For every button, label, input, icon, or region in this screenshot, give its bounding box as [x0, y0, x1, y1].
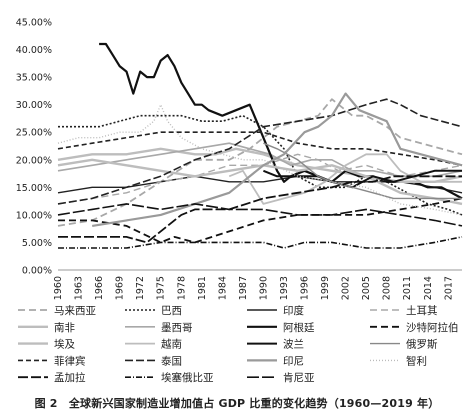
x-tick-label: 1990	[258, 276, 269, 300]
legend-label: 土耳其	[406, 304, 438, 317]
x-tick-label: 1993	[279, 276, 290, 300]
series-line	[57, 203, 463, 227]
series-line	[57, 98, 463, 227]
x-tick-label: 1999	[320, 276, 331, 300]
y-tick-label: 40.00%	[16, 45, 52, 56]
x-tick-label: 1975	[156, 276, 167, 300]
y-tick-label: 15.00%	[16, 183, 52, 194]
legend-label: 南非	[54, 321, 75, 334]
x-tick-label: 2017	[443, 276, 454, 300]
series-line	[228, 153, 462, 205]
legend-label: 智利	[406, 354, 427, 367]
y-tick-label: 5.00%	[22, 238, 52, 249]
y-tick-label: 35.00%	[16, 73, 52, 84]
legend-label: 巴西	[161, 305, 182, 317]
x-tick-label: 2008	[382, 276, 393, 300]
x-tick-label: 1978	[176, 276, 187, 300]
series-line	[57, 103, 463, 216]
legend-label: 马来西亚	[54, 305, 96, 317]
x-tick-label: 1984	[217, 276, 228, 300]
y-tick-label: 45.00%	[16, 18, 52, 29]
axes: 0.00% 5.00% 10.00% 15.00% 20.00% 25.00% 30.00%…	[16, 18, 462, 300]
x-tick-label: 2011	[402, 276, 413, 300]
y-tick-label: 30.00%	[16, 100, 52, 111]
legend-label: 阿根廷	[283, 321, 315, 334]
legend-label: 埃及	[54, 338, 75, 351]
series-line	[58, 236, 463, 249]
x-tick-label: 1996	[300, 276, 311, 300]
series-line	[58, 175, 462, 244]
series-line	[263, 169, 462, 189]
legend-label: 肯尼亚	[283, 371, 315, 384]
legend-label: 菲律宾	[54, 354, 86, 367]
legend-label: 埃塞俄比亚	[161, 371, 214, 384]
series-line	[57, 142, 463, 178]
legend-label: 越南	[161, 338, 182, 351]
x-tick-label: 2005	[361, 276, 372, 300]
x-tick-label: 1987	[238, 276, 249, 300]
legend-label: 墨西哥	[161, 322, 193, 334]
y-tick-label: 20.00%	[16, 155, 52, 166]
y-tick-label: 10.00%	[16, 210, 52, 221]
legend-label: 印度	[283, 304, 304, 317]
series-line	[57, 147, 463, 206]
x-tick-label: 1972	[135, 276, 146, 300]
legend-label: 波兰	[283, 338, 304, 351]
y-tick-label: 25.00%	[16, 128, 52, 139]
y-tick-label: 0.00%	[22, 266, 52, 277]
series-line	[57, 98, 463, 205]
legend-label: 沙特阿拉伯	[406, 321, 459, 334]
legend-label: 印尼	[283, 355, 304, 367]
x-tick-label: 1963	[74, 276, 85, 300]
x-tick-label: 2002	[341, 276, 352, 300]
x-tick-label: 1966	[94, 276, 105, 300]
series-line	[58, 197, 463, 244]
figure-caption: 图 2 全球新兴国家制造业增加值占 GDP 比重的变化趋势（1960—2019 …	[34, 397, 440, 410]
x-tick-label: 1960	[53, 276, 64, 300]
legend-label: 泰国	[161, 354, 182, 367]
plot-area	[57, 42, 463, 249]
x-tick-label: 1981	[197, 276, 208, 300]
series-line	[57, 131, 463, 167]
series-line	[58, 114, 463, 216]
x-tick-label: 1969	[115, 276, 126, 300]
series-line	[263, 142, 462, 200]
legend-label: 孟加拉	[54, 371, 86, 384]
x-tick-label: 2014	[423, 276, 434, 300]
legend-label: 俄罗斯	[406, 338, 438, 351]
